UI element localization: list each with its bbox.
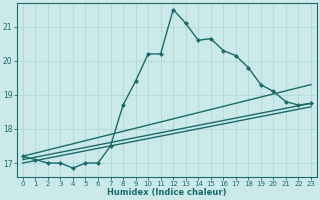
X-axis label: Humidex (Indice chaleur): Humidex (Indice chaleur) <box>107 188 227 197</box>
